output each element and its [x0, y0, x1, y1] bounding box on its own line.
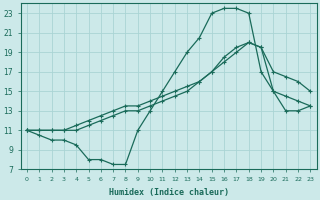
X-axis label: Humidex (Indice chaleur): Humidex (Indice chaleur) — [108, 188, 228, 197]
